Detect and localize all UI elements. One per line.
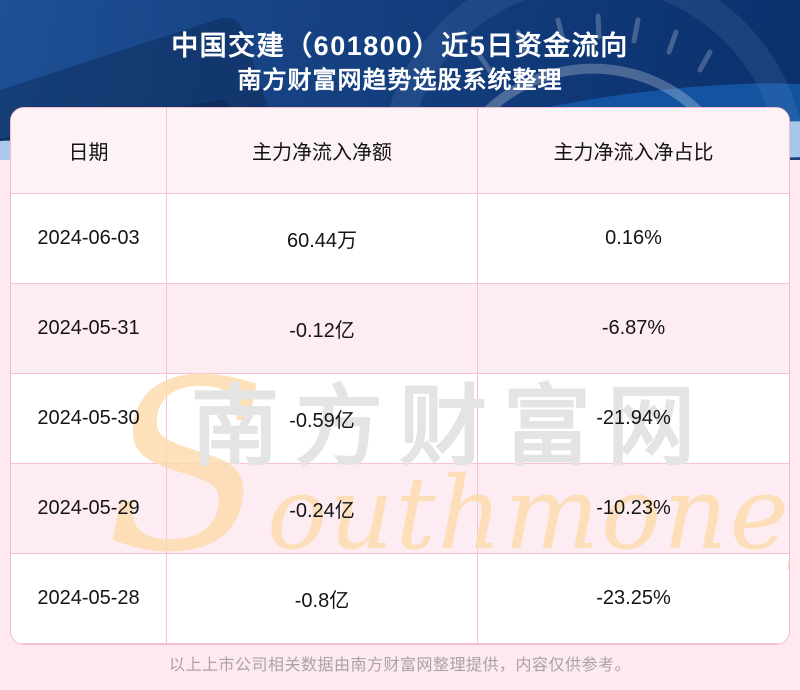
table-row: 2024-05-31 -0.12亿 -6.87% [11, 284, 789, 374]
date-cell: 2024-05-30 [11, 374, 167, 463]
net-inflow-cell: -0.24亿 [167, 464, 478, 553]
table-row: 2024-05-28 -0.8亿 -23.25% [11, 554, 789, 644]
date-cell: 2024-05-28 [11, 554, 167, 643]
net-inflow-cell: -0.59亿 [167, 374, 478, 463]
date-cell: 2024-05-29 [11, 464, 167, 553]
gauge-tick-marks [475, 13, 713, 74]
column-header-net-inflow-ratio: 主力净流入净占比 [553, 142, 714, 164]
date-cell: 2024-05-31 [11, 284, 167, 373]
net-inflow-ratio-cell: -10.23% [596, 497, 671, 519]
footer-disclaimer: 以上上市公司相关数据由南方财富网整理提供，内容仅供参考。 [168, 657, 631, 674]
page-title: 中国交建（601800）近5日资金流向 [171, 31, 629, 61]
table-row: 2024-05-29 -0.24亿 -10.23% [11, 464, 789, 554]
table-row: 2024-05-30 -0.59亿 -21.94% [11, 374, 789, 464]
date-cell: 2024-06-03 [11, 194, 167, 283]
net-inflow-cell: -0.12亿 [167, 284, 478, 373]
column-header-date: 日期 [11, 108, 167, 193]
net-inflow-ratio-cell: -23.25% [596, 587, 671, 609]
column-header-net-inflow: 主力净流入净额 [167, 108, 478, 193]
fund-flow-table: 日期 主力净流入净额 主力净流入净占比 2024-06-03 60.44万 0.… [10, 107, 790, 645]
net-inflow-ratio-cell: -6.87% [601, 317, 666, 339]
net-inflow-cell: -0.8亿 [167, 554, 478, 643]
net-inflow-ratio-cell: 0.16% [605, 227, 662, 249]
net-inflow-cell: 60.44万 [167, 194, 478, 283]
page-subtitle: 南方财富网趋势选股系统整理 [237, 67, 563, 94]
table-row: 2024-06-03 60.44万 0.16% [11, 194, 789, 284]
net-inflow-ratio-cell: -21.94% [596, 407, 671, 429]
table-header-row: 日期 主力净流入净额 主力净流入净占比 [11, 108, 789, 194]
